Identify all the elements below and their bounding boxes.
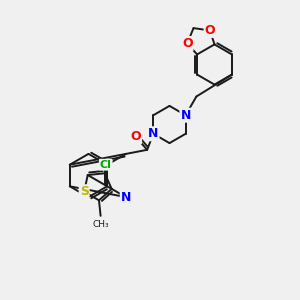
Text: O: O: [205, 24, 215, 37]
Text: N: N: [148, 127, 159, 140]
Text: N: N: [121, 190, 131, 204]
Text: Cl: Cl: [100, 160, 112, 170]
Text: N: N: [180, 109, 191, 122]
Text: O: O: [130, 130, 141, 143]
Text: CH₃: CH₃: [93, 220, 110, 229]
Text: O: O: [182, 37, 193, 50]
Text: S: S: [80, 185, 89, 198]
